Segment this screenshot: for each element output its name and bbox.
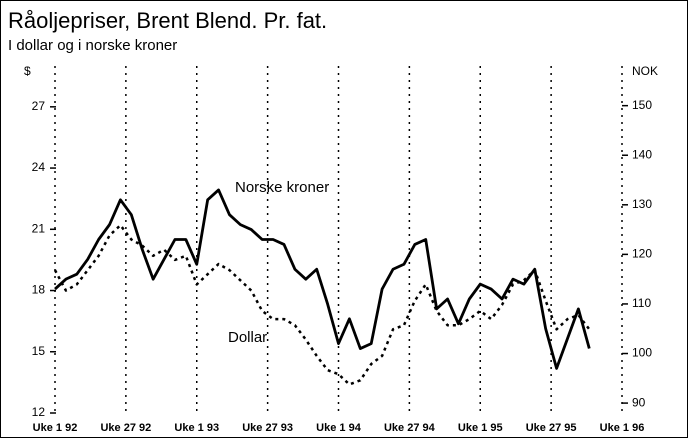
x-tick-label: Uke 1 96 bbox=[600, 422, 645, 434]
x-tick-label: Uke 1 95 bbox=[458, 422, 503, 434]
x-tick-label: Uke 1 93 bbox=[174, 422, 219, 434]
y2-tick-label: 120 bbox=[632, 247, 652, 261]
annotation: Norske kroner bbox=[235, 179, 329, 196]
series-line bbox=[53, 223, 591, 386]
y2-tick-label: 140 bbox=[632, 147, 652, 161]
y-axis-label: $ bbox=[24, 64, 31, 78]
chart-title: Råoljepriser, Brent Blend. Pr. fat. bbox=[8, 8, 327, 33]
y2-tick-label: 90 bbox=[632, 395, 646, 409]
y-tick-label: 21 bbox=[32, 221, 46, 235]
y2-tick-label: 150 bbox=[632, 98, 652, 112]
y2-tick-label: 100 bbox=[632, 346, 652, 360]
y2-axis-label: NOK bbox=[632, 64, 658, 78]
series-line bbox=[54, 188, 591, 370]
y-tick-label: 24 bbox=[32, 160, 46, 174]
x-tick-label: Uke 1 94 bbox=[316, 422, 362, 434]
x-tick-label: Uke 27 92 bbox=[100, 422, 151, 434]
x-tick-label: Uke 27 95 bbox=[526, 422, 577, 434]
y-tick-label: 27 bbox=[32, 99, 46, 113]
y2-tick-label: 110 bbox=[632, 296, 651, 310]
x-tick-label: Uke 27 93 bbox=[242, 422, 293, 434]
y-tick-label: 18 bbox=[32, 283, 46, 297]
y2-tick-label: 130 bbox=[632, 197, 652, 211]
annotation: Dollar bbox=[228, 329, 267, 346]
y-tick-label: 12 bbox=[32, 405, 46, 419]
x-tick-label: Uke 27 94 bbox=[384, 422, 436, 434]
x-tick-label: Uke 1 92 bbox=[33, 422, 78, 434]
chart-subtitle: I dollar og i norske kroner bbox=[8, 37, 177, 54]
y-tick-label: 15 bbox=[32, 344, 46, 358]
